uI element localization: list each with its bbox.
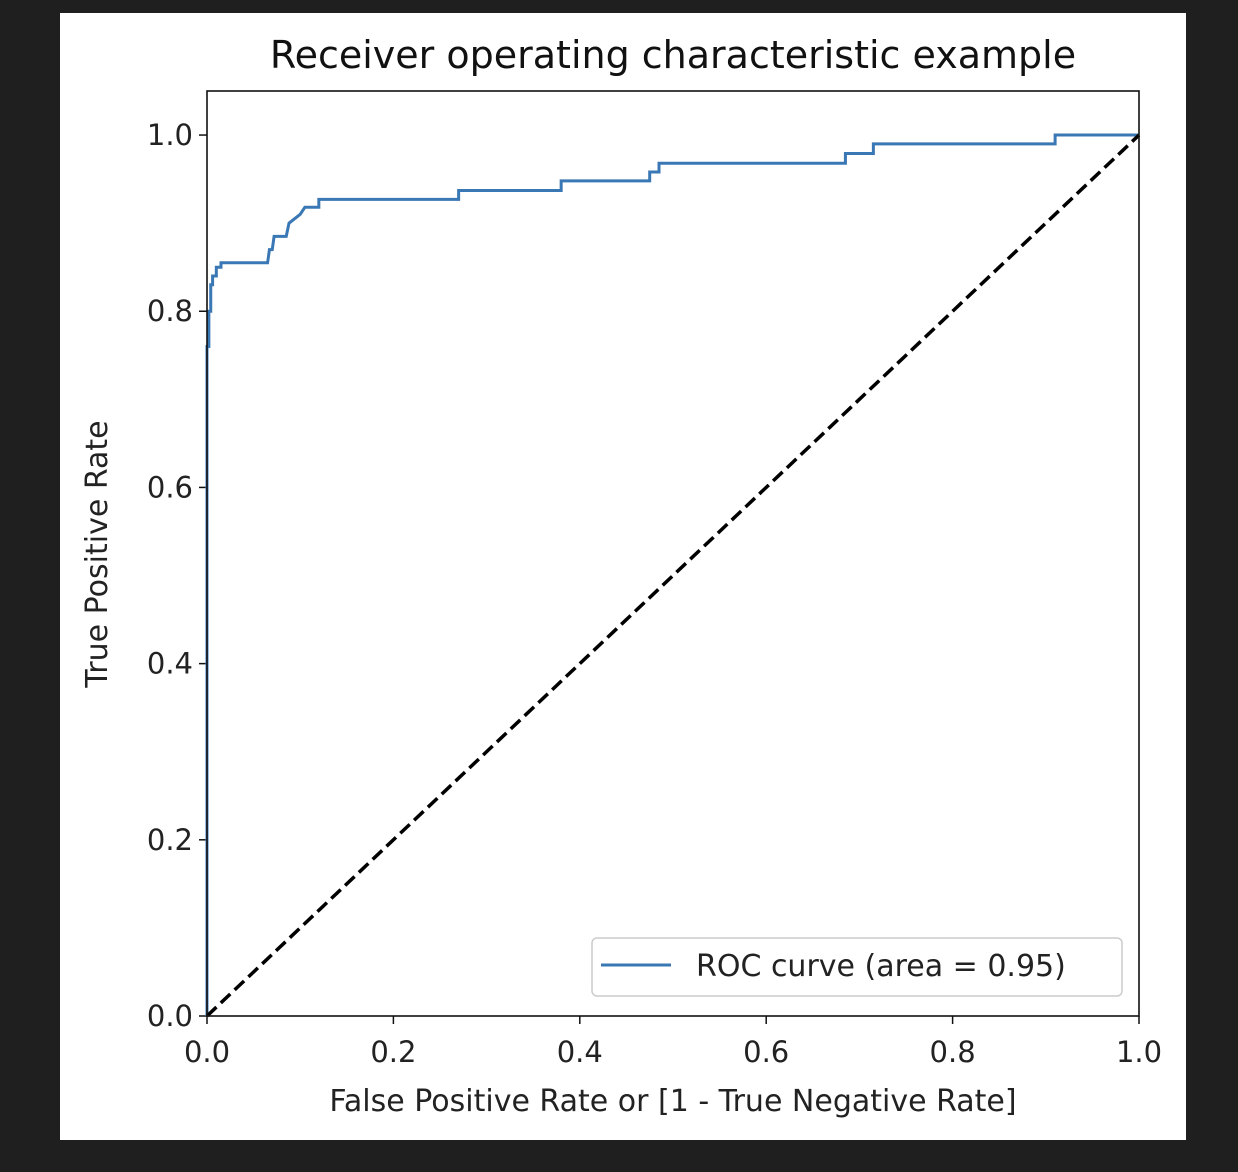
x-tick-label: 0.2 — [370, 1035, 416, 1069]
y-tick-label: 0.4 — [147, 647, 193, 681]
figure: Receiver operating characteristic exampl… — [60, 13, 1186, 1140]
y-tick-label: 0.6 — [147, 470, 193, 504]
x-tick-label: 1.0 — [1116, 1035, 1162, 1069]
chance-diagonal-line — [205, 133, 1141, 1018]
legend: ROC curve (area = 0.95) — [591, 937, 1123, 997]
y-tick-label: 1.0 — [147, 118, 193, 152]
legend-box — [591, 937, 1123, 997]
y-tick-label: 0.2 — [147, 823, 193, 857]
roc-curve-line — [205, 133, 1139, 1016]
x-tick-label: 0.8 — [930, 1035, 976, 1069]
plot-frame — [206, 90, 1140, 1017]
x-tick-label: 0.4 — [557, 1035, 603, 1069]
x-axis-label: False Positive Rate or [1 - True Negativ… — [329, 1084, 1016, 1119]
y-tick-label: 0.8 — [147, 294, 193, 328]
chart-title: Receiver operating characteristic exampl… — [270, 33, 1076, 77]
x-tick-label: 0.6 — [743, 1035, 789, 1069]
y-tick-label: 0.0 — [147, 999, 193, 1033]
roc-chart: Receiver operating characteristic exampl… — [80, 33, 1162, 1119]
y-axis-label: True Positive Rate — [80, 420, 115, 688]
x-tick-label: 0.0 — [184, 1035, 230, 1069]
legend-entry-roc: ROC curve (area = 0.95) — [696, 949, 1066, 984]
